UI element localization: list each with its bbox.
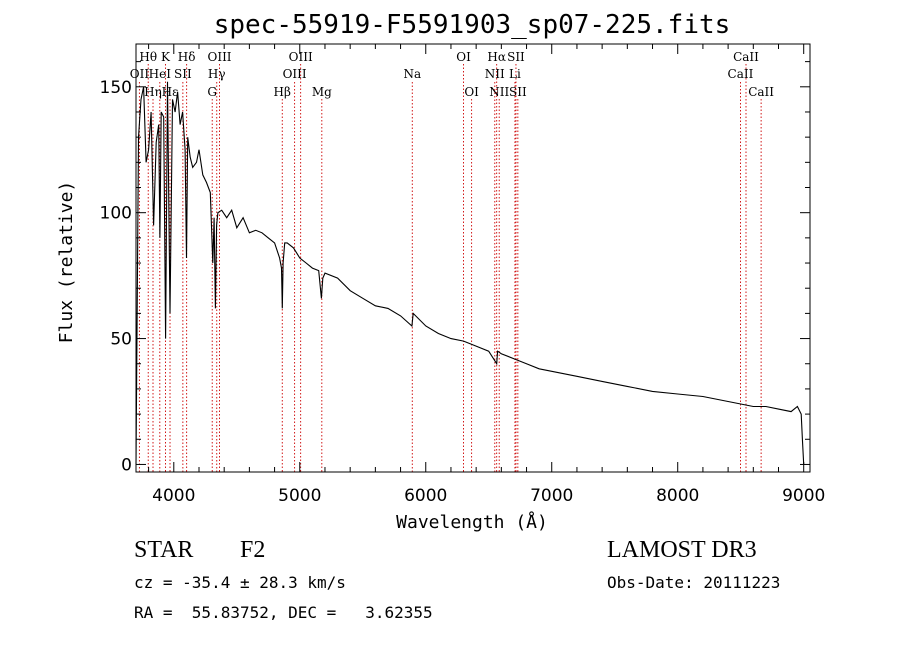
line-label: Hθ <box>139 50 157 64</box>
line-label: HeI <box>149 67 172 81</box>
spectral-line-labels: Hθ OII Hη K HeI Hε SII Hδ OIII Hγ G Hβ OIII OIII Mg Na O… <box>130 50 775 99</box>
x-tick-label: 5000 <box>278 486 321 506</box>
line-label: Hη <box>144 85 162 99</box>
x-axis-label: Wavelength (Å) <box>396 511 548 533</box>
y-tick-label: 150 <box>100 78 132 98</box>
line-label: G <box>207 85 217 99</box>
obs-date: Obs-Date: 20111223 <box>607 573 781 592</box>
line-label: Hγ <box>208 67 226 81</box>
line-label: Hα <box>487 50 506 64</box>
chart-title: spec-55919-F5591903_sp07-225.fits <box>214 10 731 40</box>
x-tick-label: 9000 <box>782 486 825 506</box>
line-label: OII <box>130 67 150 81</box>
line-label: OIII <box>207 50 231 64</box>
line-label: NII <box>489 85 509 99</box>
y-tick-label: 0 <box>121 455 132 475</box>
redshift-line: cz = -35.4 ± 28.3 km/s <box>134 573 346 592</box>
line-label: Na <box>403 67 421 81</box>
line-label: Li <box>509 67 521 81</box>
line-label: K <box>161 50 171 64</box>
line-label: CaII <box>733 50 759 64</box>
y-axis-label: Flux (relative) <box>56 181 77 344</box>
line-label: NII <box>485 67 505 81</box>
line-label: CaII <box>728 67 754 81</box>
line-label: SII <box>507 50 525 64</box>
plot-frame <box>135 43 811 473</box>
x-tick-label: 7000 <box>530 486 573 506</box>
y-tick-label: 50 <box>110 330 132 350</box>
line-label: OIII <box>289 50 313 64</box>
x-tick-label: 4000 <box>152 486 195 506</box>
spectrum-line <box>135 81 805 465</box>
line-label: Hε <box>162 85 179 99</box>
line-label: OI <box>464 85 479 99</box>
line-label: OIII <box>283 67 307 81</box>
ra-dec: RA = 55.83752, DEC = 3.62355 <box>134 603 433 622</box>
line-label: CaII <box>748 85 774 99</box>
line-label: Hδ <box>178 50 196 64</box>
y-axis-ticks: 0 50 100 150 <box>100 61 810 475</box>
line-label: SII <box>174 67 192 81</box>
line-label: Hβ <box>274 85 291 99</box>
spectral-line-markers <box>138 64 762 472</box>
subclass: F2 <box>240 537 266 563</box>
x-tick-label: 6000 <box>404 486 447 506</box>
line-label: Mg <box>312 85 332 99</box>
object-class: STAR <box>134 537 194 563</box>
x-tick-label: 8000 <box>656 486 699 506</box>
line-label: SII <box>509 85 527 99</box>
line-label: OI <box>456 50 471 64</box>
y-tick-label: 100 <box>100 204 132 224</box>
survey-name: LAMOST DR3 <box>607 537 757 563</box>
x-axis-ticks: 4000 5000 6000 7000 8000 9000 <box>148 44 825 506</box>
